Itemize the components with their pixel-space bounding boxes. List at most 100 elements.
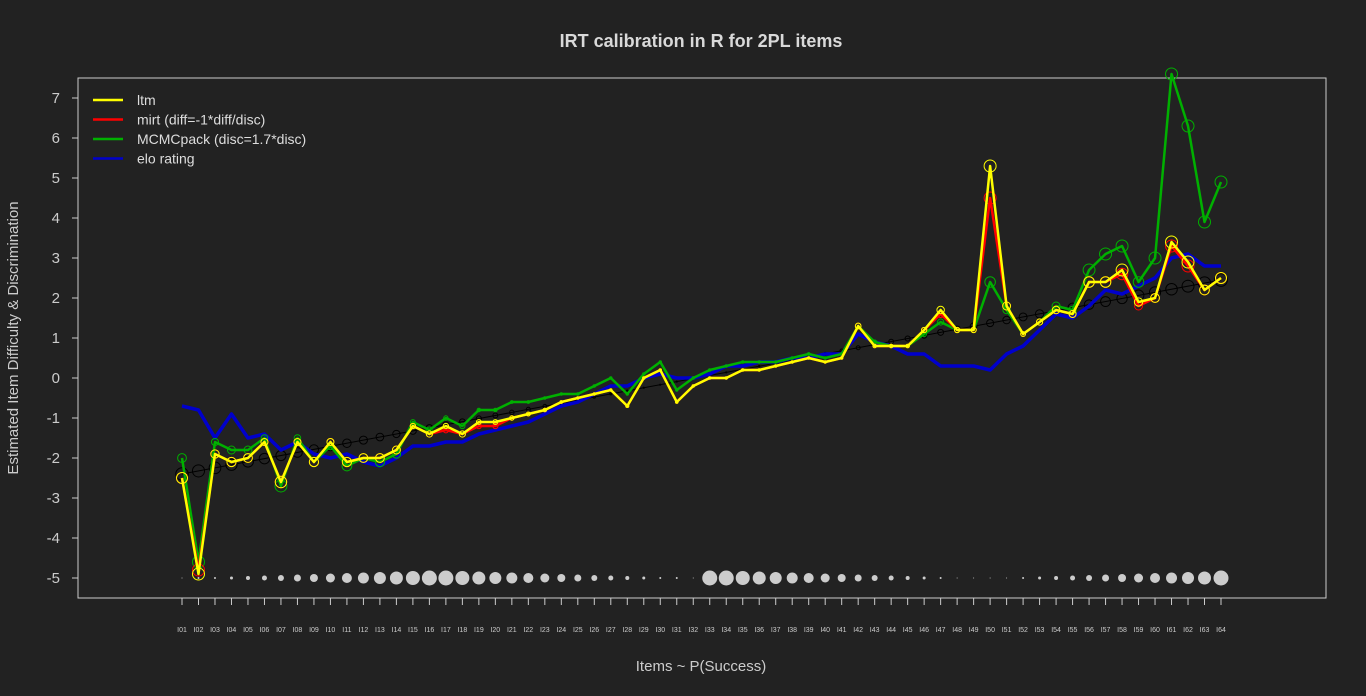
size-point	[489, 572, 502, 584]
series-layer	[176, 67, 1228, 581]
size-point	[506, 572, 518, 584]
series-point	[1132, 276, 1145, 288]
y-tick-label: 3	[52, 250, 60, 267]
x-tick-label: I12	[359, 627, 369, 634]
series-point	[1083, 276, 1095, 288]
size-point	[1102, 574, 1110, 582]
series-point	[191, 563, 205, 577]
reference-point	[225, 458, 238, 471]
size-point	[1213, 570, 1229, 586]
reference-point	[986, 319, 995, 328]
series-3	[181, 252, 1221, 468]
x-tick-label: I40	[820, 627, 830, 634]
series-point	[806, 356, 811, 360]
y-tick-label: -4	[47, 530, 60, 547]
series-point	[1198, 215, 1212, 229]
series-point	[226, 456, 237, 468]
size-point	[540, 573, 550, 583]
x-tick-label: I11	[342, 627, 351, 634]
x-tick-label: I16	[425, 627, 435, 634]
size-point	[1054, 576, 1059, 580]
size-point	[1166, 572, 1178, 584]
reference-point	[855, 345, 861, 351]
x-tick-label: I18	[457, 627, 467, 634]
size-point	[820, 573, 830, 583]
x-tick-label: I27	[606, 627, 616, 634]
series-point	[625, 403, 630, 409]
x-tick-label: I63	[1200, 627, 1210, 634]
x-tick-label: I37	[771, 627, 781, 634]
reference-point	[442, 421, 450, 429]
series-point	[509, 415, 515, 421]
size-point	[245, 576, 250, 580]
series-point	[191, 567, 205, 581]
size-point	[229, 576, 233, 580]
series-point	[823, 356, 827, 360]
series-point	[1115, 263, 1129, 277]
size-point	[181, 577, 183, 579]
reference-point	[509, 409, 515, 416]
reference-point	[937, 328, 945, 336]
x-tick-label: I53	[1035, 627, 1045, 634]
size-point	[1022, 577, 1025, 579]
reference-point	[258, 452, 271, 465]
x-tick-label: I64	[1216, 627, 1226, 634]
size-point	[357, 572, 369, 584]
series-point	[391, 445, 401, 455]
series-point	[1099, 247, 1113, 261]
x-tick-label: I30	[655, 627, 665, 634]
x-tick-label: I59	[1134, 627, 1144, 634]
x-tick-label: I06	[260, 627, 270, 634]
series-point	[609, 376, 613, 380]
x-tick-label: I41	[837, 627, 847, 634]
size-point	[956, 577, 958, 579]
series-point	[984, 276, 996, 288]
x-tick-label: I34	[721, 627, 731, 634]
reference-point	[725, 371, 728, 374]
series-point	[658, 368, 662, 372]
x-tick-label: I31	[672, 627, 682, 634]
series-line	[180, 164, 1222, 576]
series-point	[983, 159, 997, 173]
series-point	[1148, 251, 1162, 265]
series-point	[921, 326, 928, 334]
series-point	[1082, 263, 1096, 277]
reference-point	[1083, 299, 1095, 310]
series-point	[724, 364, 728, 368]
x-tick-label: I51	[1002, 627, 1012, 634]
size-point	[389, 571, 403, 585]
size-point	[373, 572, 386, 584]
series-point	[293, 437, 302, 447]
reference-point	[342, 438, 352, 448]
series-point	[274, 475, 288, 489]
series-point	[1181, 255, 1195, 269]
series-point	[442, 422, 450, 430]
x-tick-label: I20	[490, 627, 500, 634]
y-axis-label: Estimated Item Difficulty & Discriminati…	[5, 201, 22, 474]
x-tick-label: I05	[243, 627, 253, 634]
series-point	[1036, 318, 1044, 326]
y-tick-label: -2	[47, 450, 60, 467]
series-point	[888, 343, 894, 349]
series-point	[592, 392, 597, 396]
x-tick-label: I36	[754, 627, 764, 634]
reference-point	[358, 435, 368, 445]
size-point	[197, 577, 200, 579]
size-point	[922, 576, 926, 580]
x-tick-label: I56	[1084, 627, 1094, 634]
series-point	[757, 368, 761, 372]
size-point	[1086, 575, 1093, 581]
series-point	[790, 356, 794, 360]
reference-point	[1214, 273, 1228, 287]
x-tick-label: I23	[540, 627, 550, 634]
x-tick-label: I22	[523, 627, 533, 634]
size-point	[939, 577, 942, 579]
series-point	[953, 326, 961, 334]
size-point	[1118, 574, 1127, 582]
reference-point	[375, 432, 385, 442]
series-point	[443, 415, 449, 421]
y-tick-label: -1	[47, 410, 60, 427]
size-point	[293, 574, 301, 582]
reference-point	[1002, 315, 1011, 325]
